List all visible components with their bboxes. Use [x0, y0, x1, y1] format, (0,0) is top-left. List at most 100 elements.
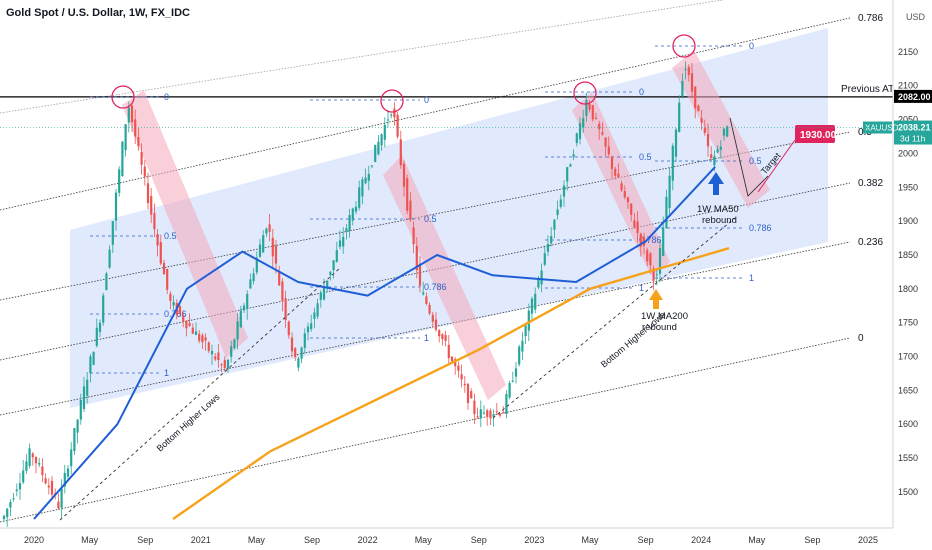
candle-body	[386, 119, 390, 121]
candlesticks	[2, 61, 729, 527]
y-tick-label: 2000	[898, 148, 918, 158]
ath-badge-text: 2082.00	[898, 92, 931, 102]
candle-body	[466, 383, 470, 403]
candle-body	[486, 410, 489, 417]
candle-body	[150, 196, 153, 215]
candle-body	[527, 310, 530, 331]
candle-body	[25, 461, 28, 471]
candle-body	[191, 327, 194, 334]
candle-body	[607, 146, 610, 155]
x-tick-label: May	[81, 535, 99, 545]
candle-body	[194, 331, 198, 335]
candle-body	[521, 340, 524, 352]
candle-body	[303, 333, 306, 348]
ma200-line	[172, 247, 730, 520]
candle-body	[287, 321, 290, 336]
top-marker-circle	[672, 34, 696, 58]
channel-line	[0, 337, 851, 523]
symbol-badge-text: XAUUSD	[865, 124, 899, 133]
candle-body	[514, 368, 518, 377]
candle-body	[345, 228, 348, 232]
ma200-rebound-arrow	[649, 289, 663, 309]
pink-correction-channel	[672, 50, 770, 208]
candle-body	[639, 233, 642, 247]
candle-body	[326, 280, 329, 288]
candle-body	[294, 348, 297, 358]
last-price-badge	[894, 120, 932, 145]
candle-body	[98, 322, 102, 332]
candle-body	[114, 192, 118, 221]
candle-body	[66, 468, 70, 477]
candle-body	[636, 221, 639, 233]
candle-body	[610, 156, 614, 169]
fib-level-label: 0.786	[424, 282, 447, 292]
candle-body	[681, 80, 684, 97]
candle-body	[585, 100, 588, 116]
candle-body	[470, 391, 473, 399]
fib-level-label: 1	[639, 283, 644, 293]
fib-level-label: 0.5	[424, 214, 437, 224]
candle-body	[342, 236, 345, 247]
candle-body	[188, 323, 191, 326]
candle-body	[594, 117, 598, 119]
candle-body	[537, 279, 540, 288]
ath-badge	[894, 89, 932, 103]
candle-body	[153, 213, 156, 230]
channel-line	[0, 17, 851, 211]
fib-level-label: 0.786	[749, 223, 772, 233]
candle-body	[502, 412, 505, 414]
candle-body	[204, 337, 207, 341]
candle-body	[370, 165, 374, 167]
fib-level-label: 0.5	[639, 152, 652, 162]
candle-body	[274, 246, 278, 264]
candle-body	[719, 146, 722, 150]
candle-body	[255, 257, 258, 273]
candle-body	[108, 249, 111, 268]
candle-body	[454, 359, 457, 367]
candle-body	[518, 346, 521, 365]
candle-body	[498, 414, 502, 416]
candle-body	[671, 145, 674, 181]
candle-body	[390, 114, 393, 116]
candle-body	[239, 310, 242, 328]
higher-lows-line-1	[59, 267, 341, 521]
candle-body	[178, 306, 182, 314]
candle-body	[146, 183, 150, 204]
ma50-line	[33, 166, 716, 520]
candle-body	[588, 103, 591, 110]
x-tick-label: 2025	[858, 535, 878, 545]
main-channel	[70, 28, 828, 408]
candle-body	[546, 244, 550, 252]
candle-body	[319, 292, 322, 300]
candle-body	[271, 237, 274, 257]
candle-body	[207, 342, 210, 351]
candle-body	[172, 302, 175, 306]
candle-body	[60, 488, 63, 508]
candle-body	[361, 179, 364, 197]
time-axis: 2020 May Sep 2021 May Sep 2022 May Sep 2023 May Sep…	[0, 527, 893, 550]
fib-level-label: 1	[424, 333, 429, 343]
top-marker-circle	[380, 89, 404, 113]
candle-body	[649, 253, 652, 266]
candle-body	[543, 253, 546, 265]
candle-body	[575, 133, 578, 144]
candle-body	[44, 478, 47, 484]
candle-body	[422, 292, 425, 295]
candle-body	[710, 154, 713, 159]
candle-body	[82, 386, 86, 410]
top-marker-circle	[573, 81, 597, 105]
candle-body	[332, 260, 335, 271]
candle-body	[38, 462, 41, 465]
candle-body	[300, 347, 303, 359]
candle-body	[127, 107, 130, 123]
y-tick-label: 2150	[898, 47, 918, 57]
candle-body	[406, 178, 409, 211]
fib-level-label: 0.786	[164, 309, 187, 319]
candle-body	[34, 457, 38, 464]
candle-body	[447, 344, 450, 358]
candle-body	[540, 270, 543, 285]
y-tick-label: 1800	[898, 284, 918, 294]
candle-body	[70, 449, 73, 467]
countdown-text: 3d 11h	[900, 134, 926, 144]
